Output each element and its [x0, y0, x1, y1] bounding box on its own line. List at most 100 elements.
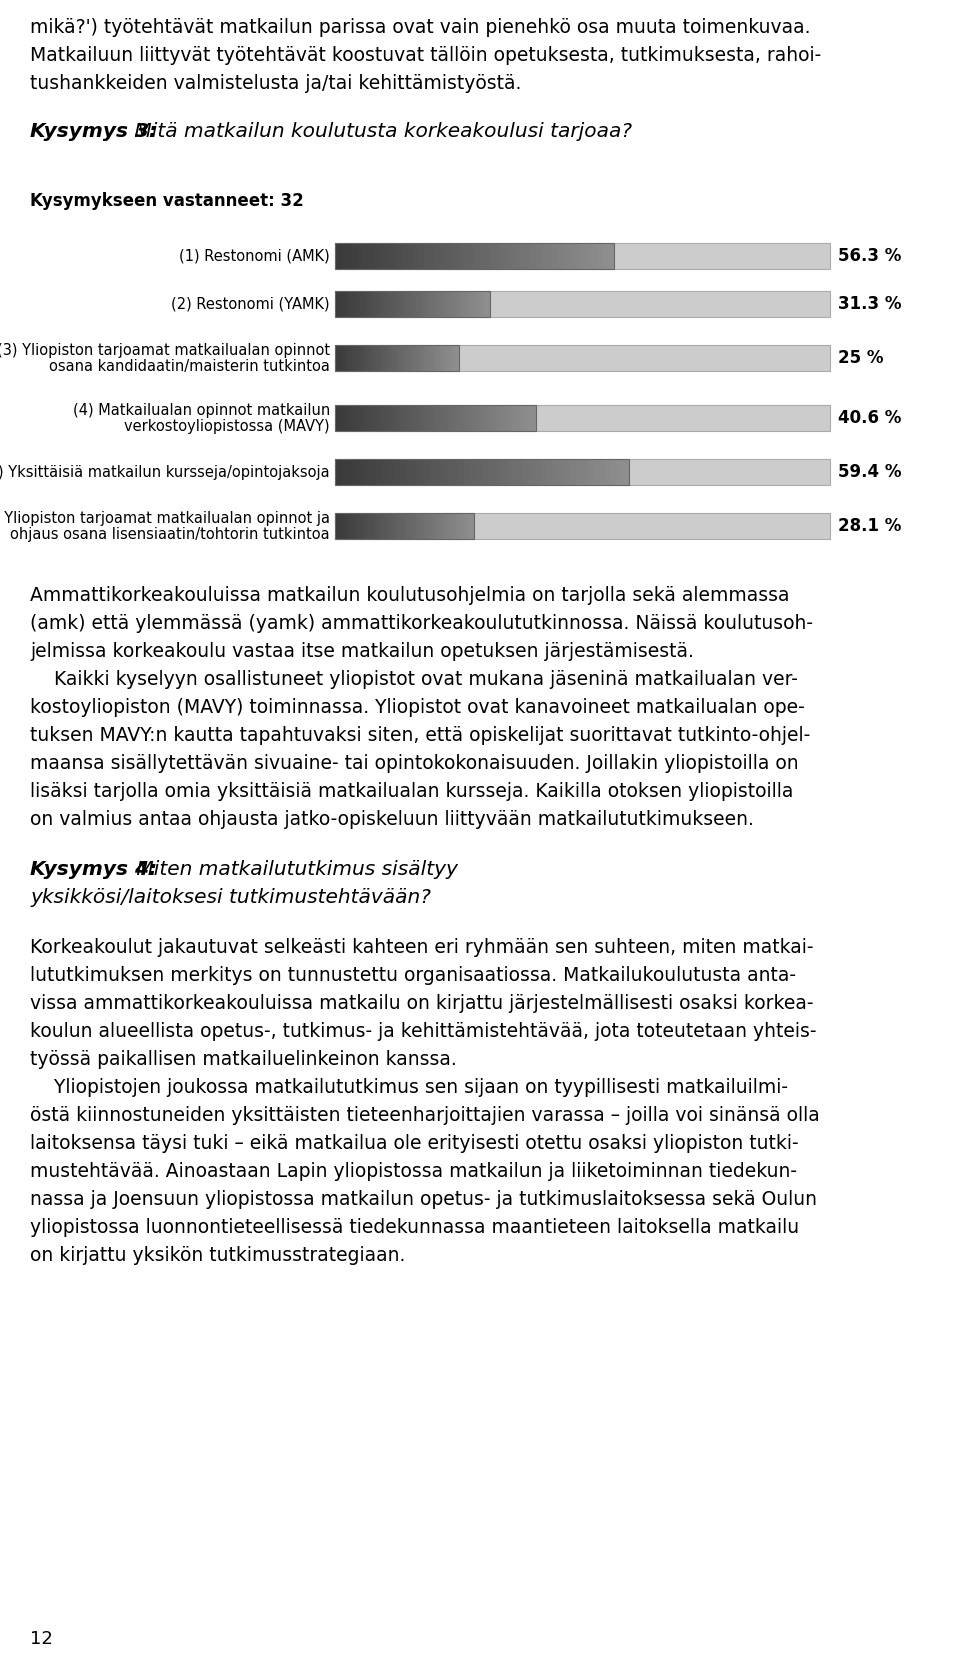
Text: 40.6 %: 40.6 %: [838, 409, 901, 428]
Bar: [470, 459, 476, 484]
Bar: [471, 291, 474, 318]
Text: Ammattikorkeakouluissa matkailun koulutusohjelmia on tarjolla sekä alemmassa: Ammattikorkeakouluissa matkailun koulutu…: [30, 586, 789, 606]
Bar: [444, 291, 446, 318]
Bar: [374, 243, 379, 270]
Bar: [381, 291, 385, 318]
Bar: [403, 404, 407, 431]
Bar: [347, 243, 351, 270]
Bar: [423, 404, 427, 431]
Text: Miten matkailututkimus sisältyy: Miten matkailututkimus sisältyy: [130, 860, 458, 879]
Bar: [564, 459, 570, 484]
Text: (5) Yksittäisiä matkailun kursseja/opintojaksoja: (5) Yksittäisiä matkailun kursseja/opint…: [0, 464, 330, 479]
Bar: [597, 243, 603, 270]
Bar: [354, 513, 357, 539]
Text: Kysymykseen vastanneet: 32: Kysymykseen vastanneet: 32: [30, 191, 303, 210]
Bar: [366, 291, 369, 318]
Bar: [452, 243, 458, 270]
Bar: [608, 243, 613, 270]
Text: 59.4 %: 59.4 %: [838, 463, 901, 481]
Bar: [343, 404, 348, 431]
Bar: [407, 404, 412, 431]
Bar: [452, 513, 455, 539]
Bar: [476, 459, 482, 484]
Bar: [456, 404, 460, 431]
Bar: [394, 291, 397, 318]
Bar: [487, 291, 490, 318]
Text: Yliopistojen joukossa matkailututkimus sen sijaan on tyypillisesti matkailuilmi-: Yliopistojen joukossa matkailututkimus s…: [30, 1078, 788, 1097]
Bar: [382, 344, 385, 371]
Bar: [366, 513, 369, 539]
Bar: [575, 243, 580, 270]
Bar: [471, 404, 475, 431]
Bar: [357, 344, 360, 371]
Bar: [442, 344, 444, 371]
Bar: [396, 404, 399, 431]
Bar: [593, 459, 600, 484]
Bar: [456, 291, 459, 318]
Bar: [424, 513, 427, 539]
Bar: [484, 404, 488, 431]
Bar: [457, 513, 460, 539]
Text: östä kiinnostuneiden yksittäisten tieteenharjoittajien varassa – joilla voi sinä: östä kiinnostuneiden yksittäisten tietee…: [30, 1107, 820, 1125]
Bar: [434, 344, 437, 371]
Bar: [429, 459, 435, 484]
Bar: [379, 513, 382, 539]
Bar: [514, 243, 519, 270]
Bar: [340, 344, 343, 371]
Bar: [546, 459, 553, 484]
Text: ohjaus osana lisensiaatin/tohtorin tutkintoa: ohjaus osana lisensiaatin/tohtorin tutki…: [11, 526, 330, 541]
Bar: [396, 513, 399, 539]
Bar: [335, 513, 830, 539]
Bar: [412, 459, 418, 484]
Bar: [383, 404, 387, 431]
Text: tuksen MAVY:n kautta tapahtuvaksi siten, että opiskelijat suorittavat tutkinto-o: tuksen MAVY:n kautta tapahtuvaksi siten,…: [30, 726, 810, 745]
Bar: [388, 291, 391, 318]
Bar: [468, 404, 471, 431]
Bar: [417, 344, 420, 371]
Text: 31.3 %: 31.3 %: [838, 295, 901, 313]
Text: lututkimuksen merkitys on tunnustettu organisaatiossa. Matkailukoulutusta anta-: lututkimuksen merkitys on tunnustettu or…: [30, 967, 796, 985]
Bar: [434, 291, 437, 318]
Bar: [348, 291, 350, 318]
Bar: [440, 404, 444, 431]
Bar: [493, 459, 499, 484]
Bar: [468, 243, 474, 270]
Text: (amk) että ylemmässä (yamk) ammattikorkeakoulututkinnossa. Näissä koulutusoh-: (amk) että ylemmässä (yamk) ammattikorke…: [30, 614, 813, 632]
Bar: [553, 459, 559, 484]
Bar: [367, 344, 370, 371]
Bar: [341, 459, 347, 484]
Text: nassa ja Joensuun yliopistossa matkailun opetus- ja tutkimuslaitoksessa sekä Oul: nassa ja Joensuun yliopistossa matkailun…: [30, 1190, 817, 1210]
Bar: [535, 459, 540, 484]
Text: 12: 12: [30, 1631, 53, 1647]
Bar: [335, 513, 474, 539]
Bar: [345, 344, 348, 371]
Text: koulun alueellista opetus-, tutkimus- ja kehittämistehtävää, jota toteutetaan yh: koulun alueellista opetus-, tutkimus- ja…: [30, 1022, 817, 1042]
Bar: [350, 291, 353, 318]
Bar: [382, 513, 385, 539]
Bar: [365, 344, 367, 371]
Bar: [451, 404, 456, 431]
Bar: [496, 243, 502, 270]
Bar: [516, 404, 520, 431]
Bar: [407, 243, 413, 270]
Bar: [481, 291, 484, 318]
Bar: [379, 404, 383, 431]
Bar: [355, 404, 359, 431]
Bar: [421, 291, 425, 318]
Text: (6) Yliopiston tarjoamat matkailualan opinnot ja: (6) Yliopiston tarjoamat matkailualan op…: [0, 511, 330, 526]
Bar: [425, 291, 428, 318]
Bar: [419, 291, 421, 318]
Bar: [424, 243, 430, 270]
Text: 28.1 %: 28.1 %: [838, 518, 901, 536]
Bar: [377, 344, 379, 371]
Bar: [391, 243, 396, 270]
Bar: [435, 243, 441, 270]
Bar: [396, 243, 402, 270]
Bar: [420, 344, 421, 371]
Bar: [385, 513, 388, 539]
Bar: [449, 344, 451, 371]
Bar: [416, 291, 419, 318]
Bar: [399, 459, 405, 484]
Bar: [335, 243, 613, 270]
Text: Kysymys 3:: Kysymys 3:: [30, 121, 157, 141]
